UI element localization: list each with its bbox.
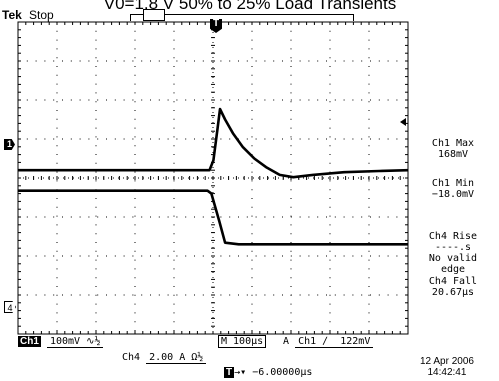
ch4-trace <box>18 189 408 246</box>
trigger-level-arrow-icon <box>400 118 406 126</box>
trigger-position-icon: T <box>210 19 222 33</box>
trigger-level: 122mV <box>340 336 371 347</box>
measure-value: ----.s <box>434 242 472 253</box>
time: 14:42:41 <box>427 367 467 378</box>
measure-value: −18.0mV <box>431 189 475 200</box>
acquisition-state: Stop <box>29 8 54 22</box>
figure-title: V0=1.8 V 50% to 25% Load Transients <box>103 0 397 13</box>
ch1-label: Ch1 <box>18 336 41 347</box>
measure-note: No valid <box>428 253 478 264</box>
measure-ch1-max: Ch1 Max 168mV <box>410 138 496 160</box>
graticule <box>17 21 409 335</box>
ch4-scale-box: 2.00 A Ω½ <box>146 352 207 364</box>
record-window-marker <box>143 9 165 21</box>
trigger-slope-icon: ∕ <box>322 336 329 347</box>
ch1-coupling-icon: ∿½ <box>80 336 101 347</box>
ch1-scale-box: 100mV ∿½ <box>46 336 104 348</box>
measure-label: Ch4 Rise <box>428 231 478 242</box>
trigger-readout: A Ch1 ∕ 122mV <box>283 336 374 348</box>
measure-value: 20.67µs <box>431 287 475 298</box>
ch1-scale: 100mV <box>49 336 81 347</box>
ch4-coupling-icon: Ω½ <box>191 352 204 363</box>
ch4-label: Ch4 <box>122 352 141 363</box>
trigger-box: Ch1 ∕ 122mV <box>295 336 374 348</box>
ch4-settings: Ch4 2.00 A Ω½ <box>122 352 207 364</box>
measure-note: edge <box>440 264 466 275</box>
timebase-readout: M 100µs <box>218 335 267 348</box>
measure-ch4-fall: Ch4 Fall 20.67µs <box>410 276 496 298</box>
ch1-settings: Ch1 100mV ∿½ <box>18 336 104 348</box>
ch4-ground-marker-icon: 4 <box>4 301 16 313</box>
timestamp: 12 Apr 2006 14:42:41 <box>420 356 474 378</box>
trigger-position-arrows-icon: →▾ <box>234 367 247 378</box>
trigger-source: Ch1 <box>298 336 317 347</box>
ch4-scale: 2.00 A <box>149 352 186 363</box>
trigger-position-readout: T →▾ −6.00000µs <box>224 367 312 378</box>
measure-ch4-rise: Ch4 Rise ----.s No valid edge <box>410 231 496 275</box>
record-length-bar <box>130 9 354 21</box>
date: 12 Apr 2006 <box>420 356 474 367</box>
ch1-ground-marker-icon: 1 <box>4 139 15 150</box>
measure-label: Ch4 Fall <box>428 276 478 287</box>
trigger-position: −6.00000µs <box>252 367 313 378</box>
brand-logo: Tek <box>2 8 22 22</box>
ch1-trace <box>18 107 409 179</box>
timebase: M 100µs <box>218 335 267 348</box>
trigger-mode: A <box>283 336 290 347</box>
measure-value: 168mV <box>437 149 469 160</box>
measure-label: Ch1 Max <box>431 138 475 149</box>
measure-ch1-min: Ch1 Min −18.0mV <box>410 178 496 200</box>
measure-label: Ch1 Min <box>431 178 475 189</box>
trigger-position-marker-icon: T <box>224 367 235 378</box>
